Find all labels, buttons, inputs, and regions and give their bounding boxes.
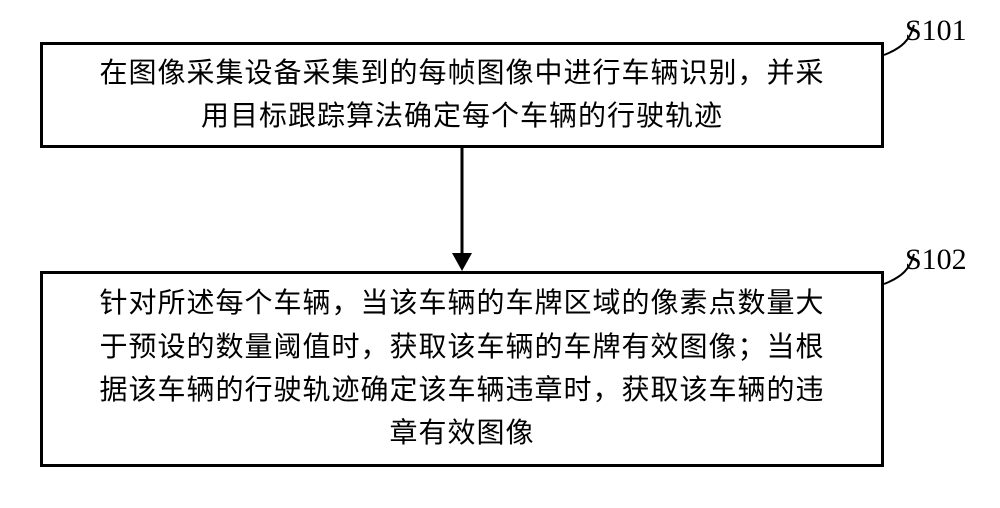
flowchart-canvas: 在图像采集设备采集到的每帧图像中进行车辆识别，并采 用目标跟踪算法确定每个车辆的…: [0, 0, 1000, 508]
flowchart-arrow-1-to-2: [0, 0, 1000, 508]
